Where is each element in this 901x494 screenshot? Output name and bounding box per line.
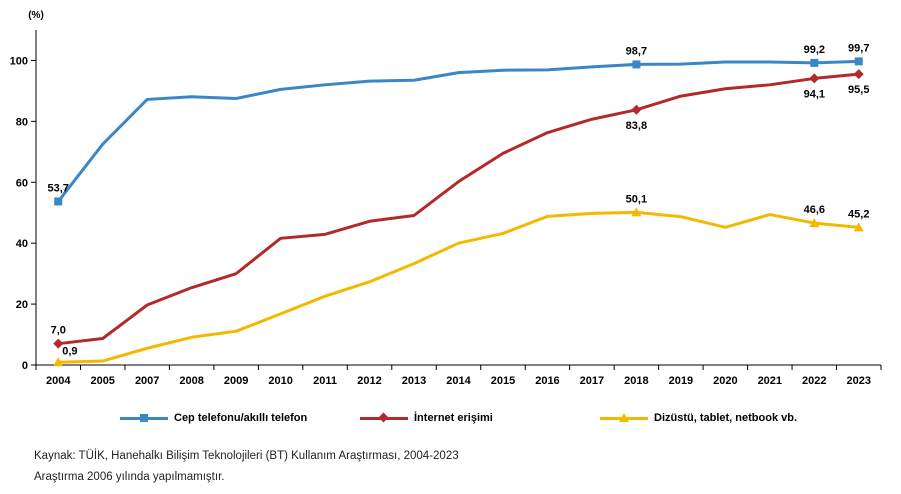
y-axis-label: (%) xyxy=(28,10,44,21)
data-point-marker xyxy=(631,104,642,115)
x-tick-label: 2012 xyxy=(357,375,381,387)
data-point-marker xyxy=(853,222,864,232)
source-note: Kaynak: TÜİK, Hanehalkı Bilişim Teknoloj… xyxy=(34,450,459,462)
x-tick-label: 2004 xyxy=(46,375,71,387)
x-tick-label: 2017 xyxy=(580,375,604,387)
data-label: 0,9 xyxy=(62,345,77,357)
data-label: 98,7 xyxy=(626,45,647,57)
x-tick-label: 2010 xyxy=(268,375,292,387)
data-point-marker xyxy=(854,57,863,66)
x-tick-label: 2013 xyxy=(402,375,426,387)
series-line-0 xyxy=(57,59,859,203)
x-tick-label: 2014 xyxy=(446,375,471,387)
x-tick-label: 2020 xyxy=(713,375,737,387)
legend-item-laptop: Dizüstü, tablet, netbook vb. xyxy=(600,412,797,424)
data-label: 99,7 xyxy=(848,42,869,54)
legend-item-phone: Cep telefonu/akıllı telefon xyxy=(120,412,307,424)
legend-marker-triangle xyxy=(619,413,629,422)
y-tick-label: 80 xyxy=(16,116,28,128)
data-label: 95,5 xyxy=(848,84,869,96)
data-label: 94,1 xyxy=(804,88,825,100)
legend-item-internet: İnternet erişimi xyxy=(360,412,493,424)
data-point-marker xyxy=(853,69,864,80)
series-line-1 xyxy=(58,72,859,346)
x-tick-label: 2022 xyxy=(802,375,826,387)
series-line-2 xyxy=(58,210,859,364)
data-point-marker xyxy=(809,73,820,84)
y-tick-label: 40 xyxy=(16,238,28,250)
data-label: 7,0 xyxy=(51,325,66,337)
data-label: 45,2 xyxy=(848,208,869,220)
y-tick-label: 60 xyxy=(16,177,28,189)
x-tick-label: 2011 xyxy=(313,375,337,387)
data-point-marker xyxy=(632,60,641,69)
legend-label-laptop: Dizüstü, tablet, netbook vb. xyxy=(654,412,798,424)
data-label: 99,2 xyxy=(804,44,825,56)
x-tick-label: 2015 xyxy=(491,375,515,387)
y-tick-label: 100 xyxy=(10,55,28,67)
y-tick-label: 0 xyxy=(22,360,28,372)
line-chart: 0 20 40 60 80 100 (%) 2004 2005 2007 2008 2009 2010 2… xyxy=(10,10,882,387)
legend-label-internet: İnternet erişimi xyxy=(414,412,493,424)
x-tick-label: 2018 xyxy=(624,375,648,387)
legend-marker-diamond xyxy=(378,412,389,423)
data-point-marker xyxy=(54,197,63,206)
x-tick-label: 2021 xyxy=(758,375,782,387)
y-tick-label: 20 xyxy=(16,299,28,311)
data-label: 53,7 xyxy=(48,182,69,194)
data-point-marker xyxy=(53,357,64,367)
data-point-marker xyxy=(810,58,819,67)
legend-marker-square xyxy=(140,414,148,422)
chart-legend: Cep telefonu/akıllı telefon İnternet eri… xyxy=(0,412,901,432)
data-point-marker xyxy=(809,218,820,228)
x-tick-label: 2008 xyxy=(179,375,203,387)
data-point-marker xyxy=(53,338,64,349)
legend-label-phone: Cep telefonu/akıllı telefon xyxy=(174,412,308,424)
x-tick-label: 2023 xyxy=(847,375,871,387)
x-tick-label: 2019 xyxy=(669,375,693,387)
x-tick-label: 2009 xyxy=(224,375,248,387)
data-label: 83,8 xyxy=(626,120,647,132)
x-tick-label: 2005 xyxy=(90,375,114,387)
data-label: 46,6 xyxy=(804,204,825,216)
legend-swatch-phone xyxy=(120,412,168,424)
survey-note: Araştırma 2006 yılında yapılmamıştır. xyxy=(34,471,225,483)
legend-swatch-laptop xyxy=(600,412,648,424)
x-tick-label: 2016 xyxy=(535,375,559,387)
data-point-marker xyxy=(631,207,642,217)
legend-swatch-internet xyxy=(360,412,408,424)
data-label: 50,1 xyxy=(626,193,647,205)
x-tick-label: 2007 xyxy=(135,375,159,387)
